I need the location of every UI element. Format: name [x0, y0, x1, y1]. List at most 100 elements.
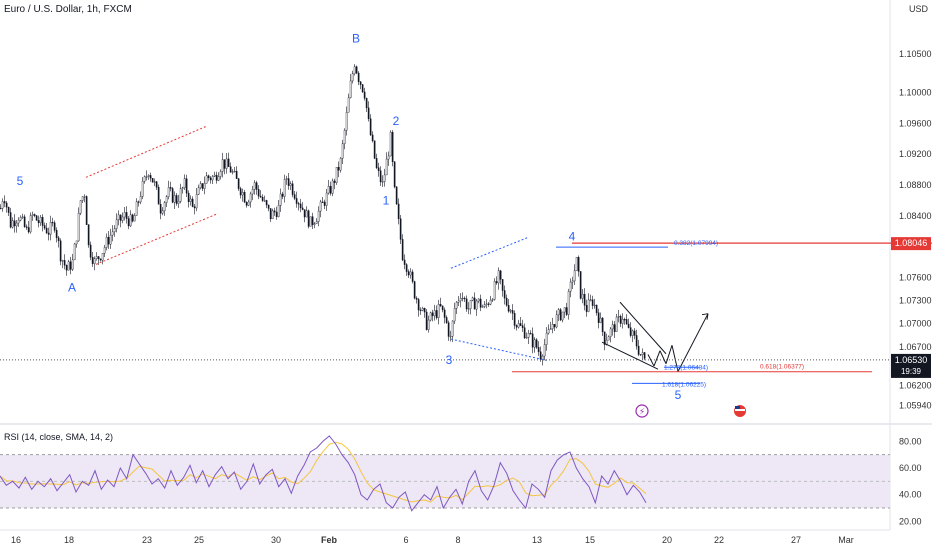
candle-body [33, 214, 36, 216]
candle-body [551, 324, 554, 329]
candle-body [65, 265, 68, 271]
candle-body [37, 220, 40, 224]
candle-body [205, 175, 208, 184]
candle-body [127, 218, 130, 227]
candle-body [157, 186, 160, 205]
candle-body [229, 166, 232, 173]
price-tag-resistance [891, 237, 931, 251]
candle-body [575, 257, 578, 271]
candle-body [631, 330, 634, 336]
price-tick-label: 1.06200 [899, 380, 932, 390]
price-tag-current [891, 353, 931, 378]
candle-body [435, 310, 438, 318]
candle-body [163, 202, 166, 212]
candle-body [243, 192, 246, 203]
candle-body [427, 319, 430, 330]
projection-seg [653, 350, 661, 367]
candle-body [559, 309, 562, 321]
candle-body [345, 112, 348, 131]
candle-body [185, 178, 188, 194]
candle-body [585, 305, 588, 312]
price-tick-label: 1.10500 [899, 49, 932, 59]
candle-body [543, 344, 546, 357]
candle-body [547, 329, 550, 334]
candle-body [9, 212, 12, 228]
candle-body [359, 81, 362, 85]
candle-body [135, 201, 138, 216]
candle-body [461, 297, 464, 300]
candle-body [393, 161, 396, 188]
candle-body [463, 297, 466, 300]
candle-body [503, 290, 506, 299]
candle-body [403, 259, 406, 265]
candle-body [317, 210, 320, 222]
candle-body [363, 91, 366, 99]
channel-upper-line [85, 126, 207, 178]
candle-body [635, 335, 638, 347]
candle-body [63, 260, 66, 266]
time-tick-label: Mar [838, 535, 854, 545]
candle-body [109, 234, 112, 245]
candle-body [7, 206, 10, 213]
candle-body [595, 304, 598, 313]
candle-body [395, 186, 398, 205]
wedge-lower-line [601, 341, 659, 370]
candle-body [369, 118, 372, 136]
wave-label: B [352, 32, 360, 46]
candle-body [289, 183, 292, 186]
candle-body [623, 319, 626, 321]
candle-body [213, 174, 216, 177]
candle-body [401, 239, 404, 261]
candle-body [489, 299, 492, 305]
candle-body [481, 306, 484, 308]
candle-body [563, 307, 566, 313]
candle-body [177, 201, 180, 204]
candle-body [303, 209, 306, 218]
candle-body [29, 215, 32, 233]
candle-body [295, 198, 298, 204]
candle-body [561, 311, 564, 321]
candle-body [241, 192, 244, 196]
candle-body [441, 305, 444, 311]
candle-body [255, 182, 258, 190]
candle-body [19, 217, 22, 221]
candle-body [87, 224, 90, 246]
fib-label: 1.618(1.06225) [662, 381, 706, 388]
candle-body [277, 205, 280, 217]
candle-body [313, 223, 316, 225]
candle-body [357, 72, 360, 82]
candle-body [353, 66, 356, 74]
candle-body [171, 188, 174, 203]
candle-body [603, 331, 606, 345]
candle-body [341, 143, 344, 159]
time-tick-label: 6 [403, 535, 408, 545]
candle-body [617, 316, 620, 318]
candle-body [99, 258, 102, 261]
candle-body [89, 244, 92, 258]
candle-body [3, 201, 6, 204]
time-tick-label: 20 [662, 535, 672, 545]
rsi-tick-label: 20.00 [899, 516, 922, 526]
wave-label: 1 [383, 193, 390, 207]
candle-body [549, 328, 552, 330]
candle-body [107, 236, 110, 245]
candle-body [365, 98, 368, 109]
candle-body [415, 297, 418, 300]
candle-body [73, 243, 76, 261]
rsi-title: RSI (14, close, SMA, 14, 2) [4, 432, 114, 442]
wave-label: 2 [393, 114, 400, 128]
candle-body [283, 179, 286, 197]
candle-body [633, 330, 636, 336]
fib-label: 0.382(1.07994) [674, 240, 718, 247]
candle-body [407, 271, 410, 276]
candle-body [293, 194, 296, 199]
candle-body [639, 354, 642, 356]
candle-body [147, 175, 150, 177]
candle-body [351, 73, 354, 82]
candle-body [53, 222, 56, 231]
candle-body [539, 351, 542, 360]
candle-body [349, 80, 352, 98]
candle-body [521, 325, 524, 328]
candle-body [267, 204, 270, 209]
